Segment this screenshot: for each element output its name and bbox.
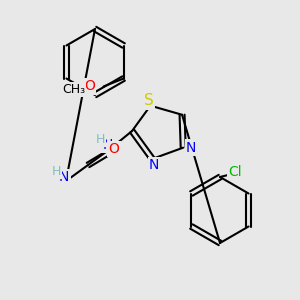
- Text: S: S: [143, 93, 153, 108]
- Text: H: H: [51, 164, 61, 178]
- Text: O: O: [109, 142, 119, 156]
- Text: N: N: [103, 138, 113, 152]
- Text: O: O: [84, 80, 95, 94]
- Text: CH₃: CH₃: [62, 83, 85, 96]
- Text: N: N: [149, 158, 160, 172]
- Text: N: N: [186, 141, 196, 155]
- Text: H: H: [95, 133, 105, 146]
- Text: N: N: [59, 170, 69, 184]
- Text: Cl: Cl: [228, 165, 242, 179]
